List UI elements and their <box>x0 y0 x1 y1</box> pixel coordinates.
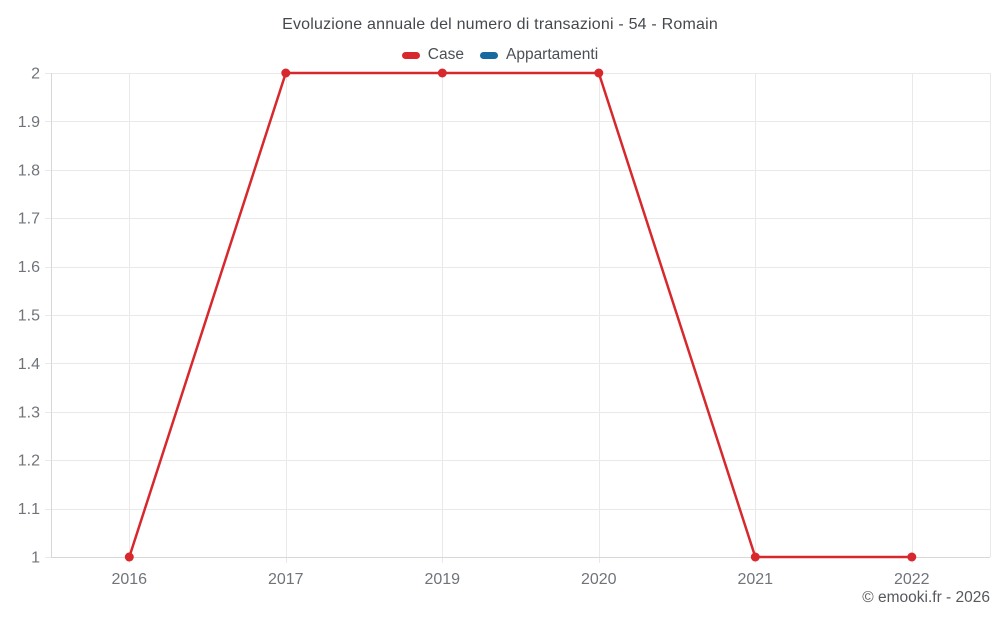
data-point-case-2020[interactable] <box>594 68 604 78</box>
legend-label: Appartamenti <box>505 46 599 63</box>
x-axis-tick-label: 2019 <box>424 571 460 588</box>
x-axis-tick-label: 2017 <box>268 571 304 588</box>
y-axis-tick-label: 1.9 <box>18 114 40 131</box>
chart-title: Evoluzione annuale del numero di transaz… <box>282 16 718 33</box>
x-axis-tick-label: 2016 <box>111 571 147 588</box>
x-axis-tick-label: 2021 <box>737 571 773 588</box>
y-axis-tick-label: 1.1 <box>18 501 40 518</box>
legend-swatch-case <box>401 51 420 59</box>
data-point-case-2021[interactable] <box>750 552 760 562</box>
y-axis-tick-label: 1.7 <box>18 211 40 228</box>
legend-label: Case <box>427 46 464 63</box>
legend-swatch-appartamenti <box>479 51 498 59</box>
y-axis-tick-label: 1.6 <box>18 259 40 276</box>
x-axis-tick-label: 2022 <box>894 571 930 588</box>
copyright-credit: © emooki.fr - 2026 <box>862 589 990 606</box>
legend-item-case[interactable]: Case <box>401 46 464 64</box>
y-axis-tick-label: 1.4 <box>18 356 40 373</box>
legend-item-appartamenti[interactable]: Appartamenti <box>479 46 599 64</box>
y-axis-tick-label: 1.2 <box>18 453 40 470</box>
y-axis-tick-label: 1.8 <box>18 162 40 179</box>
y-axis-tick-label: 1.3 <box>18 404 40 421</box>
data-point-case-2019[interactable] <box>437 68 447 78</box>
x-axis-tick-label: 2020 <box>581 571 617 588</box>
y-axis-tick-label: 1 <box>31 550 40 567</box>
data-point-case-2017[interactable] <box>281 68 291 78</box>
chart-legend: Case Appartamenti <box>0 46 1000 64</box>
data-point-case-2016[interactable] <box>124 552 134 562</box>
data-point-case-2022[interactable] <box>907 552 917 562</box>
series-line-case <box>128 71 914 559</box>
y-axis-tick-label: 1.5 <box>18 308 40 325</box>
y-axis-tick-label: 2 <box>31 66 40 83</box>
